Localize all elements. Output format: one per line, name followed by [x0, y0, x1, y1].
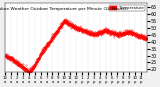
Text: Milwaukee Weather Outdoor Temperature per Minute (24 Hours): Milwaukee Weather Outdoor Temperature pe… [0, 7, 126, 11]
Legend: Temperature: Temperature [109, 5, 145, 11]
